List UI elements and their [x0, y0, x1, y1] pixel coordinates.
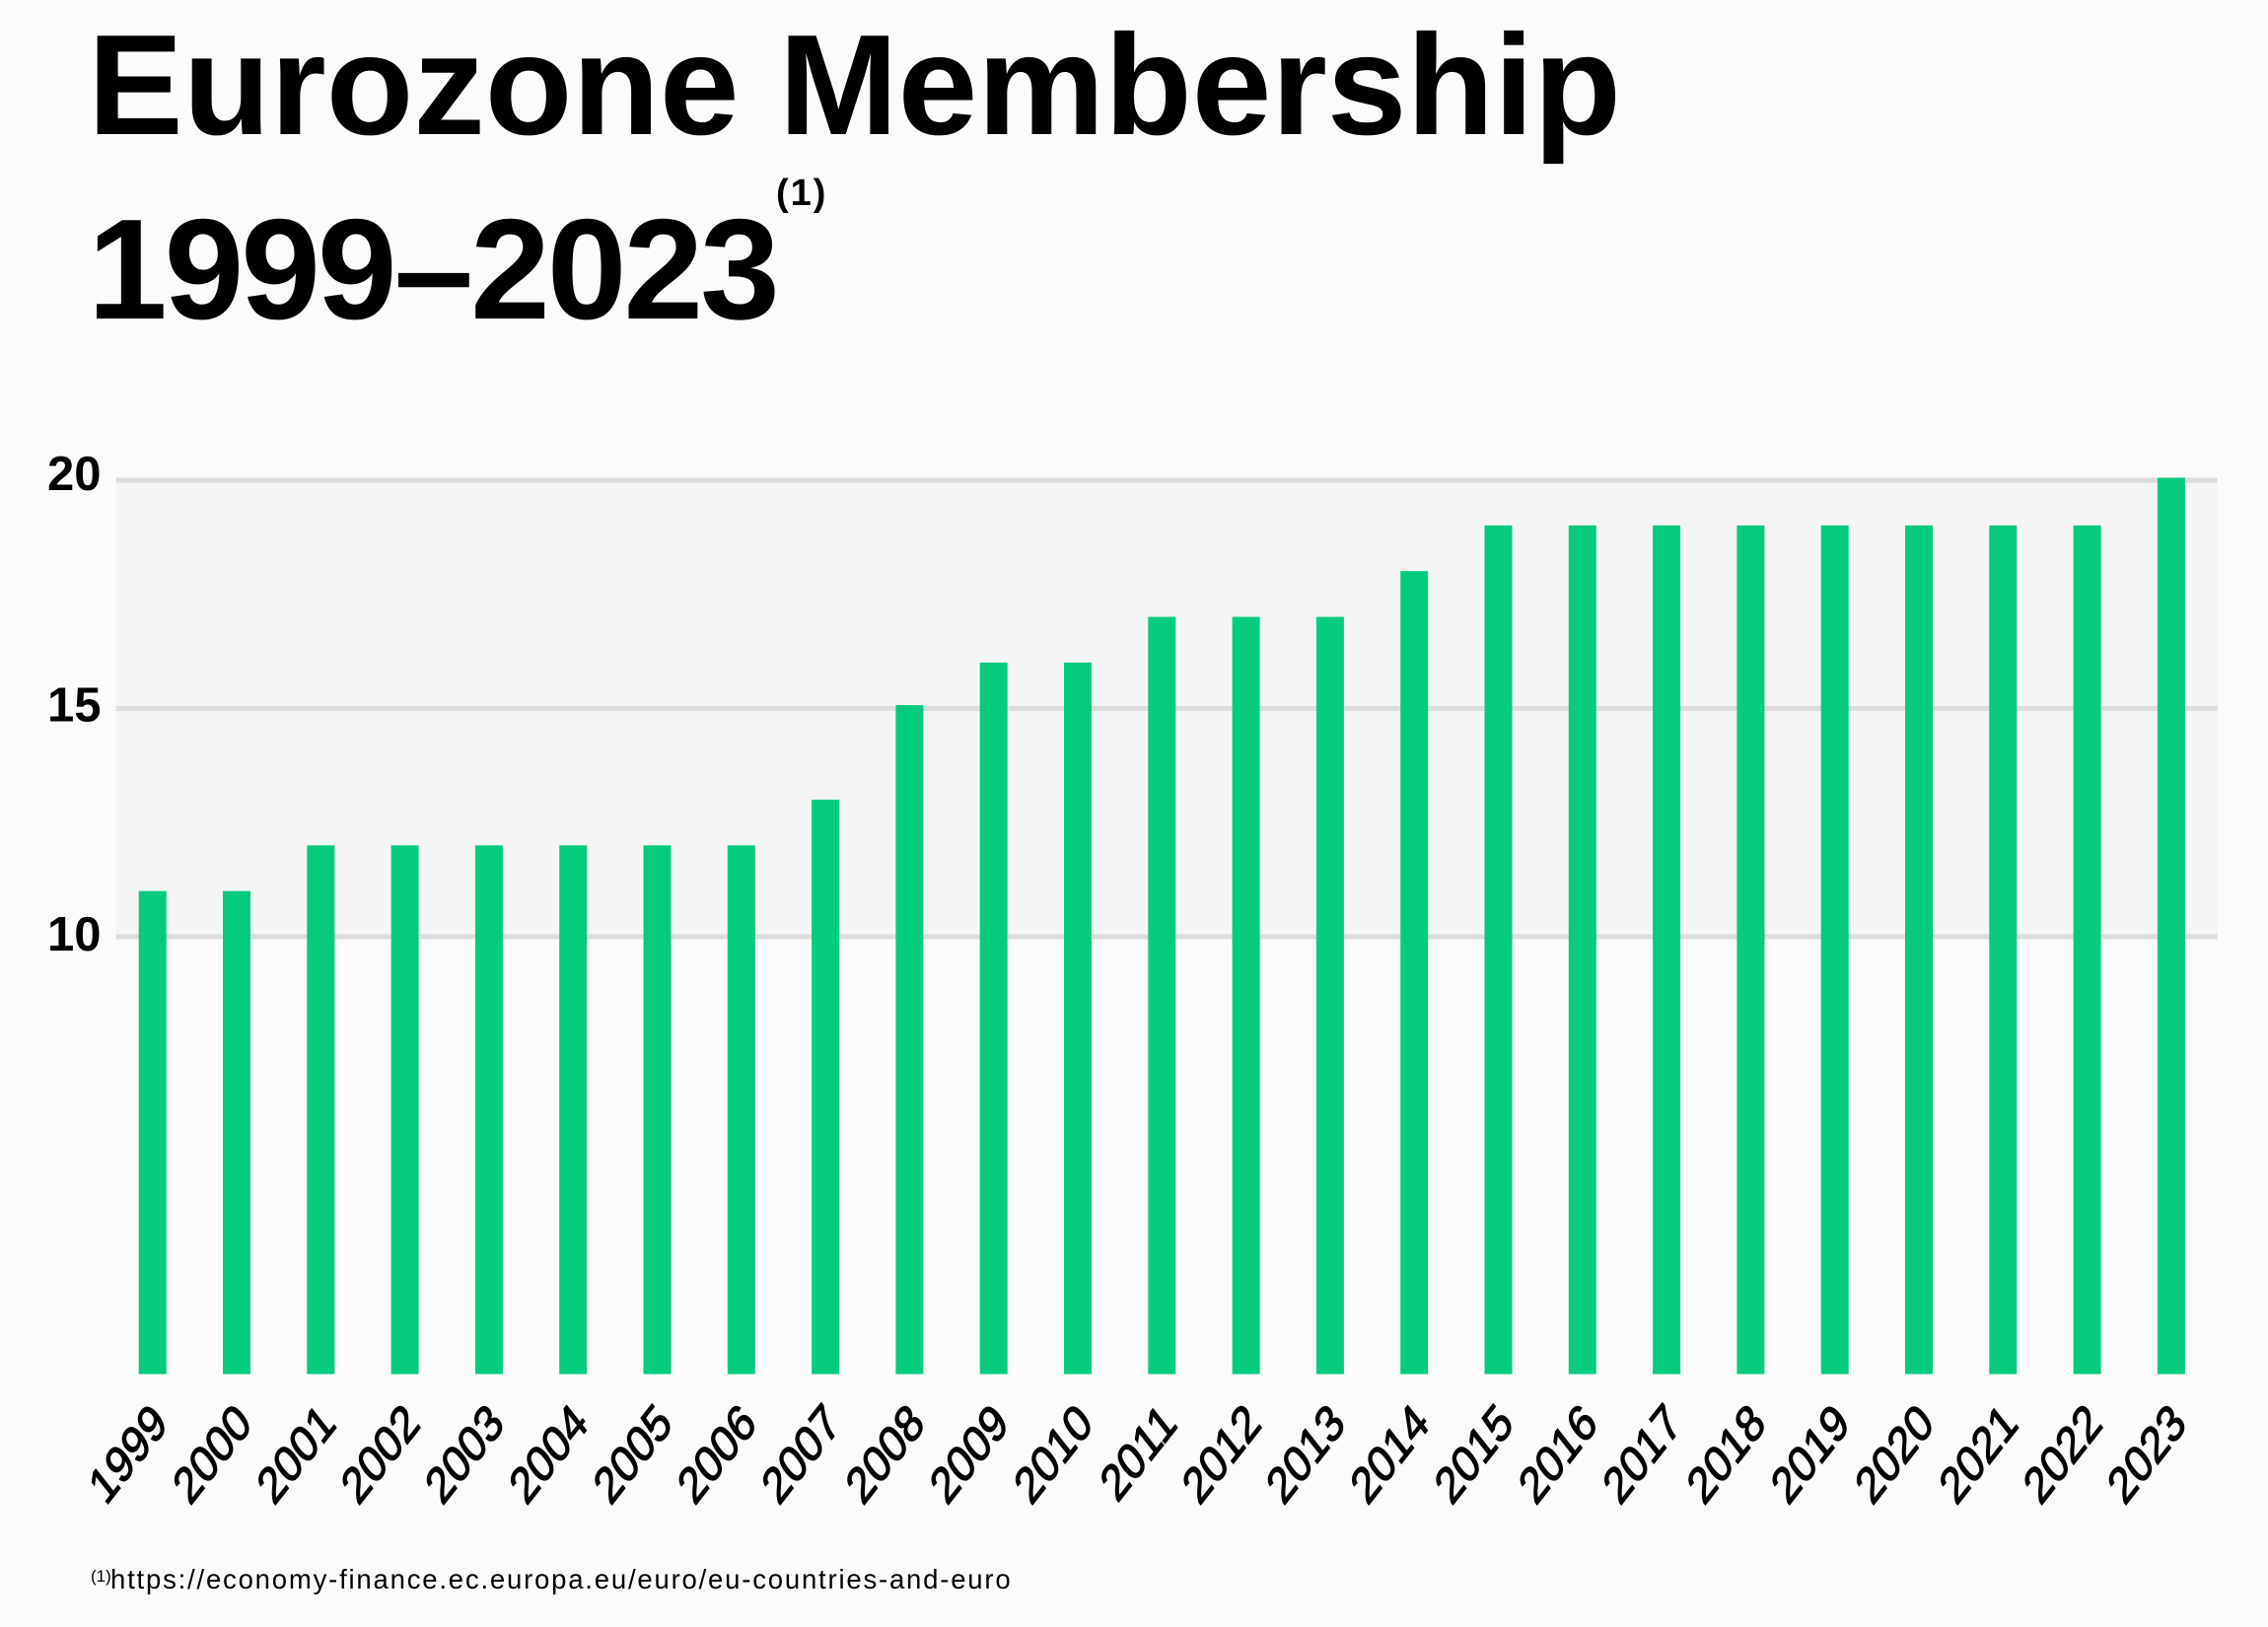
svg-text:(1): (1): [776, 173, 827, 214]
svg-text:20: 20: [47, 448, 102, 501]
svg-text:(1): (1): [91, 1567, 111, 1586]
svg-text:https://economy-finance.ec.eur: https://economy-finance.ec.europa.eu/eur…: [110, 1564, 1012, 1594]
svg-text:15: 15: [47, 679, 102, 733]
svg-text:Eurozone Membership: Eurozone Membership: [88, 5, 1621, 165]
svg-text:10: 10: [47, 908, 102, 961]
svg-text:1999–2023: 1999–2023: [88, 189, 777, 349]
